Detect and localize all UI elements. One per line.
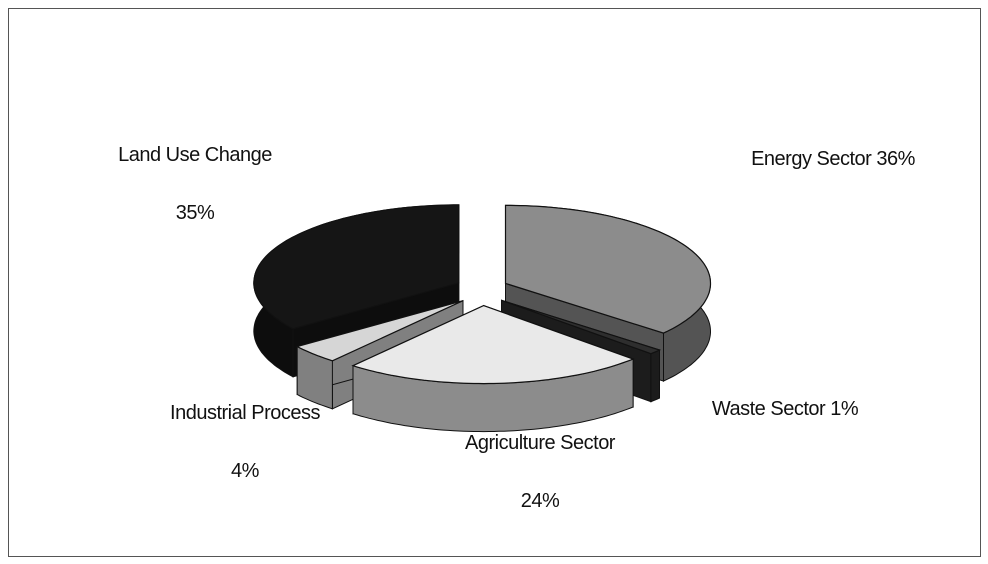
slice-label: Industrial Process 4% xyxy=(160,384,330,500)
category-label: Waste Sector xyxy=(711,398,826,420)
value-label: 24% xyxy=(520,490,560,512)
slice xyxy=(253,204,460,330)
value-label: 35% xyxy=(175,202,215,224)
category-label: Energy Sector xyxy=(751,148,872,170)
value-label: 4% xyxy=(231,460,259,482)
slice xyxy=(504,204,712,334)
slice-label: Waste Sector 1% xyxy=(700,380,870,438)
category-label: Land Use Change xyxy=(118,144,272,166)
slice xyxy=(501,299,662,355)
slice xyxy=(295,300,464,362)
category-label: Industrial Process xyxy=(170,402,320,424)
slice-label: Agriculture Sector 24% xyxy=(455,414,625,530)
slice-label: Land Use Change 35% xyxy=(110,126,280,242)
slice-side xyxy=(650,349,660,403)
value-label: 1% xyxy=(830,398,859,420)
slice xyxy=(351,304,635,385)
frame xyxy=(8,8,981,557)
slice-label: Energy Sector 36% xyxy=(748,130,918,188)
value-label: 36% xyxy=(876,148,915,170)
category-label: Agriculture Sector xyxy=(465,432,615,454)
